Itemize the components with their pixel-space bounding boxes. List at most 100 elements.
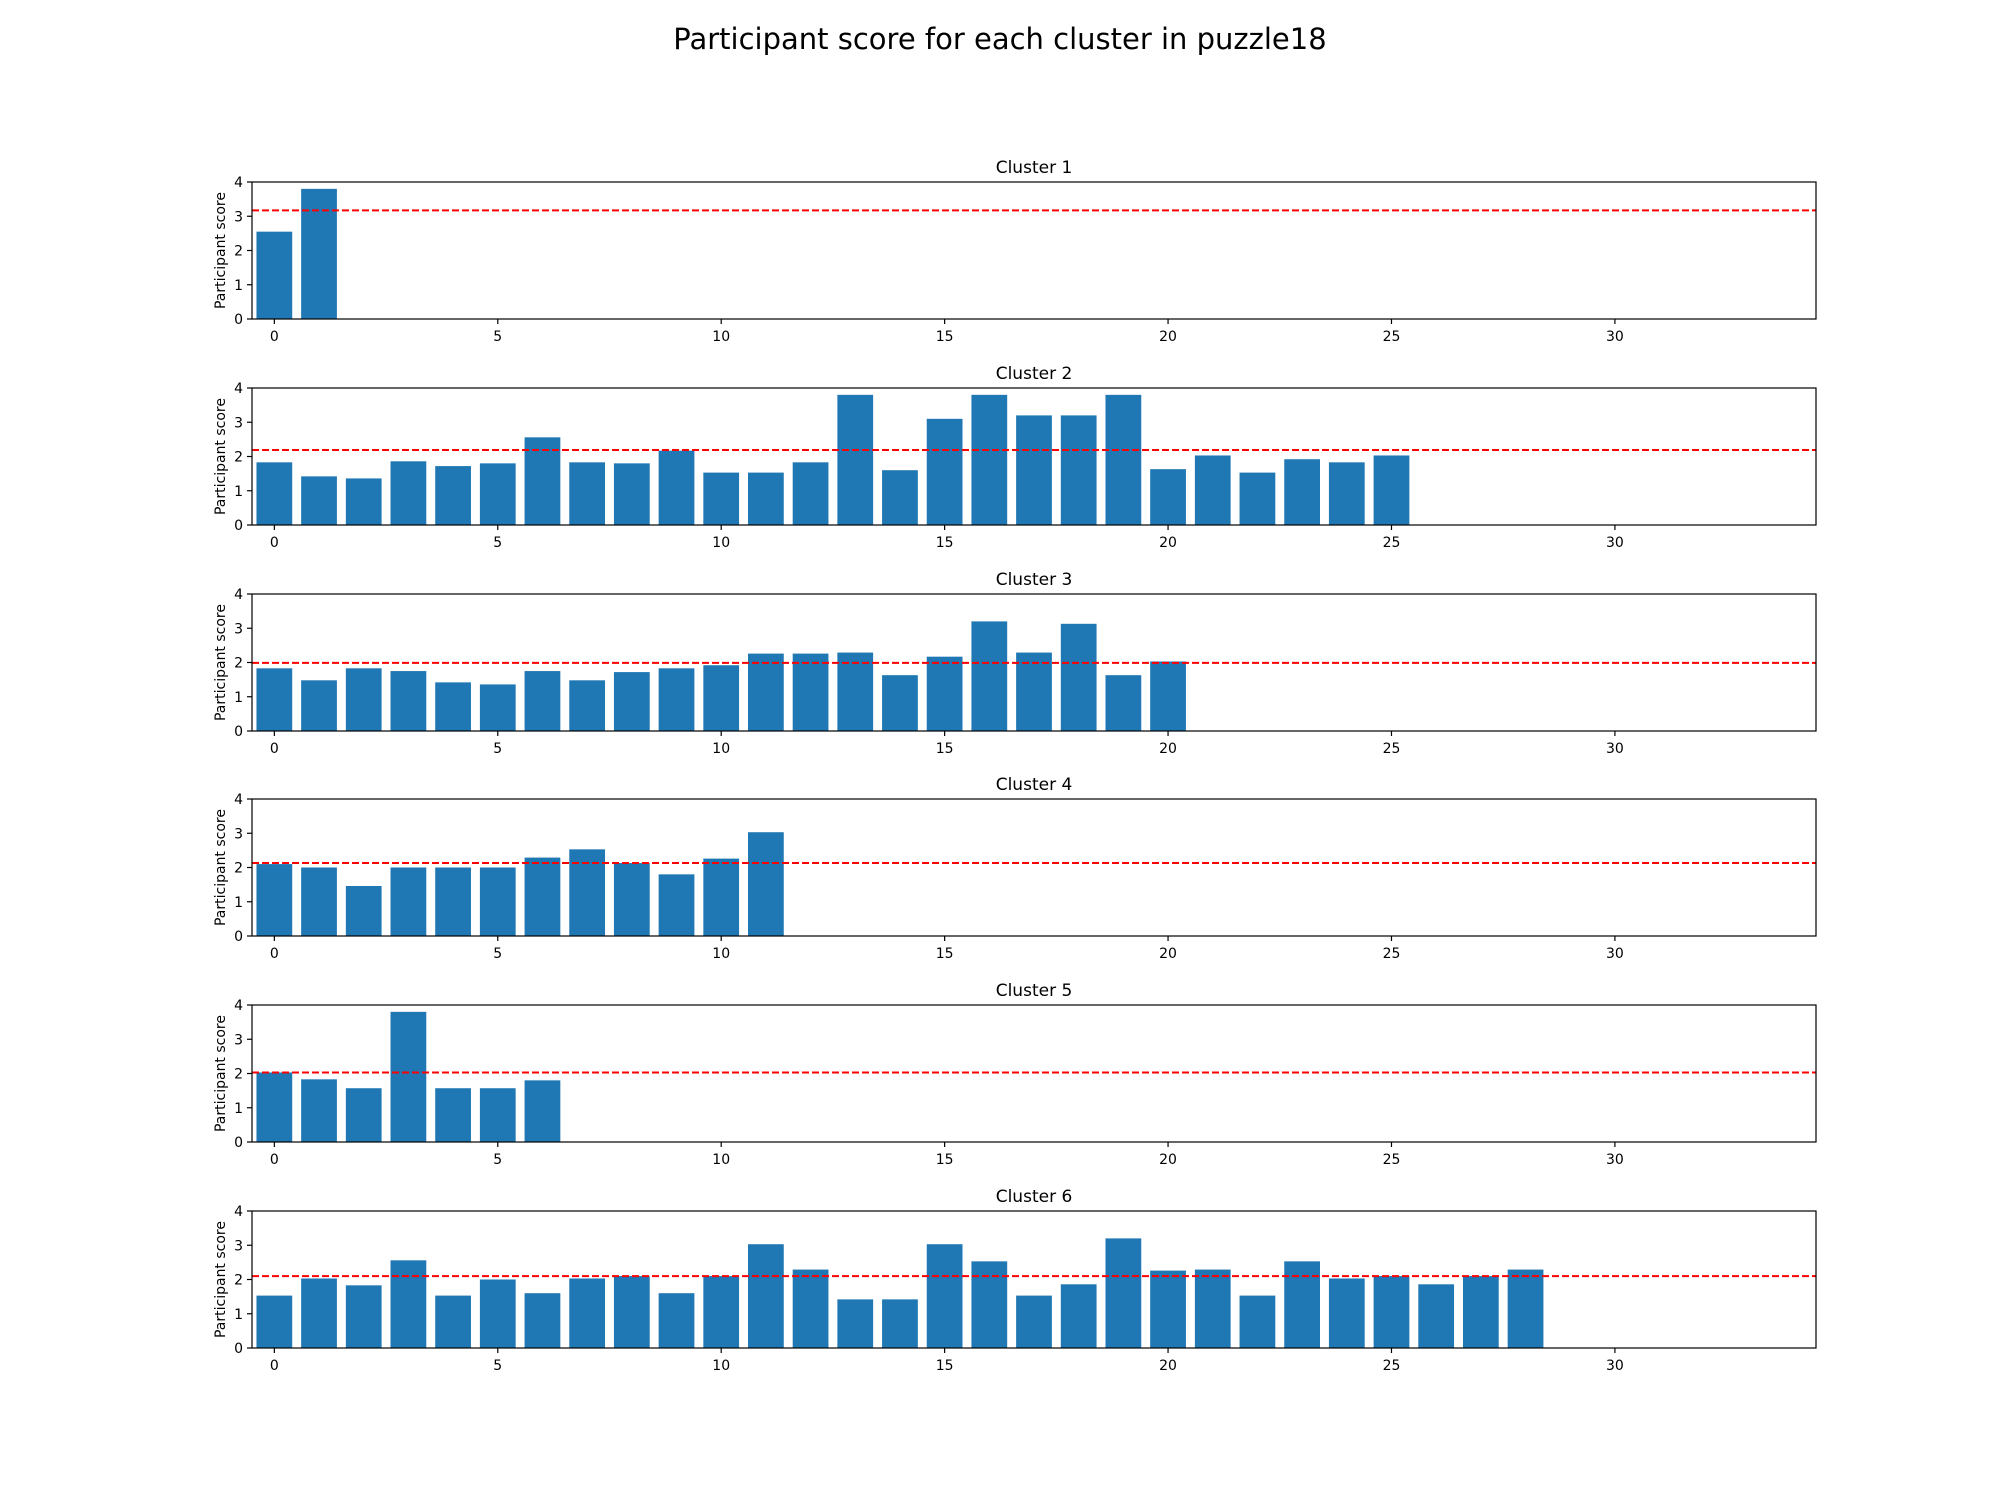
x-tick-label: 25: [1383, 741, 1401, 757]
bar: [613, 672, 650, 731]
bar: [926, 418, 963, 525]
subplot-title: Cluster 2: [996, 364, 1073, 384]
bar: [435, 466, 471, 525]
y-axis-label: Participant score: [213, 809, 229, 926]
y-axis-label: Participant score: [213, 1221, 229, 1338]
y-tick-label: 1: [234, 278, 243, 294]
bar: [1418, 1284, 1455, 1348]
bar: [882, 675, 918, 731]
bar: [435, 682, 471, 731]
x-tick-label: 20: [1159, 1152, 1177, 1168]
x-tick-label: 30: [1606, 329, 1624, 345]
bar: [569, 462, 606, 525]
y-tick-label: 4: [234, 381, 243, 397]
bar: [703, 1276, 740, 1348]
x-tick-label: 20: [1159, 946, 1177, 962]
x-tick-label: 10: [712, 946, 730, 962]
bar: [926, 656, 963, 731]
bar: [658, 450, 695, 525]
bar: [1284, 1261, 1320, 1348]
bar: [792, 653, 829, 731]
bar: [390, 461, 427, 525]
y-tick-label: 1: [234, 895, 243, 911]
bar: [256, 1295, 293, 1348]
y-tick-label: 3: [234, 1238, 243, 1254]
bar: [1105, 394, 1142, 525]
subplot-title: Cluster 6: [996, 1187, 1073, 1207]
y-axis-label: Participant score: [213, 1015, 229, 1132]
y-tick-label: 0: [234, 724, 243, 740]
bar: [524, 857, 561, 936]
bar: [479, 1088, 516, 1142]
bar: [1016, 652, 1052, 731]
subplot-1: 0 1 2 3 4 0 5 10 15 20 25 30 Cluster 1 Participant sc…: [213, 158, 1817, 345]
x-tick-label: 25: [1383, 1152, 1401, 1168]
bar: [613, 463, 650, 525]
bar: [569, 680, 606, 731]
bar: [390, 867, 427, 936]
y-tick-label: 3: [234, 209, 243, 225]
y-tick-label: 4: [234, 998, 243, 1014]
bar: [1328, 1278, 1365, 1348]
bar: [479, 1279, 516, 1348]
bar: [658, 1293, 695, 1348]
x-tick-label: 25: [1383, 946, 1401, 962]
bar: [837, 652, 874, 731]
bar: [345, 478, 382, 525]
y-tick-label: 0: [234, 312, 243, 328]
bar: [748, 472, 784, 525]
y-tick-label: 2: [234, 244, 243, 260]
bar: [569, 1278, 606, 1348]
bar: [1194, 455, 1231, 525]
bar: [1105, 1238, 1142, 1348]
bar: [345, 886, 382, 936]
subplot-3: 0 1 2 3 4 0 5 10 15 20 25 30 Cluster 3 Participant sc…: [213, 570, 1817, 757]
y-tick-label: 2: [234, 1273, 243, 1289]
bar: [479, 867, 516, 936]
bar: [971, 1261, 1008, 1348]
bar: [837, 1299, 874, 1348]
bar: [882, 470, 918, 525]
chart-title: Participant score for each cluster in pu…: [673, 22, 1327, 56]
x-tick-label: 0: [270, 946, 279, 962]
x-tick-label: 5: [493, 946, 502, 962]
bar: [256, 231, 293, 319]
bar: [345, 668, 382, 731]
bar: [301, 1079, 337, 1142]
subplot-6: 0 1 2 3 4 0 5 10 15 20 25 30 Cluster 6 Participant sc…: [213, 1187, 1817, 1374]
y-tick-label: 3: [234, 1032, 243, 1048]
y-axis-label: Participant score: [213, 604, 229, 721]
x-tick-label: 20: [1159, 535, 1177, 551]
x-tick-label: 0: [270, 329, 279, 345]
bar: [301, 867, 337, 936]
bar: [345, 1088, 382, 1142]
y-tick-label: 2: [234, 656, 243, 672]
bar: [1284, 459, 1320, 525]
bar: [792, 462, 829, 525]
bar: [1105, 675, 1142, 731]
y-tick-label: 4: [234, 1204, 243, 1220]
bar: [748, 653, 784, 731]
bar: [1016, 1295, 1052, 1348]
bar: [1239, 472, 1276, 525]
x-tick-label: 10: [712, 329, 730, 345]
y-axis-label: Participant score: [213, 398, 229, 515]
x-tick-label: 0: [270, 535, 279, 551]
y-tick-label: 4: [234, 587, 243, 603]
bar: [1194, 1269, 1231, 1348]
bar: [345, 1285, 382, 1348]
y-tick-label: 1: [234, 1101, 243, 1117]
y-tick-label: 1: [234, 484, 243, 500]
bar: [748, 1244, 784, 1348]
bar: [1016, 415, 1052, 525]
bar: [1060, 623, 1097, 731]
bar: [1328, 462, 1365, 525]
bar: [256, 462, 293, 525]
x-tick-label: 30: [1606, 946, 1624, 962]
subplot-title: Cluster 4: [996, 775, 1073, 795]
bar: [479, 463, 516, 525]
y-tick-label: 2: [234, 861, 243, 877]
y-tick-label: 2: [234, 450, 243, 466]
x-tick-label: 0: [270, 1358, 279, 1374]
